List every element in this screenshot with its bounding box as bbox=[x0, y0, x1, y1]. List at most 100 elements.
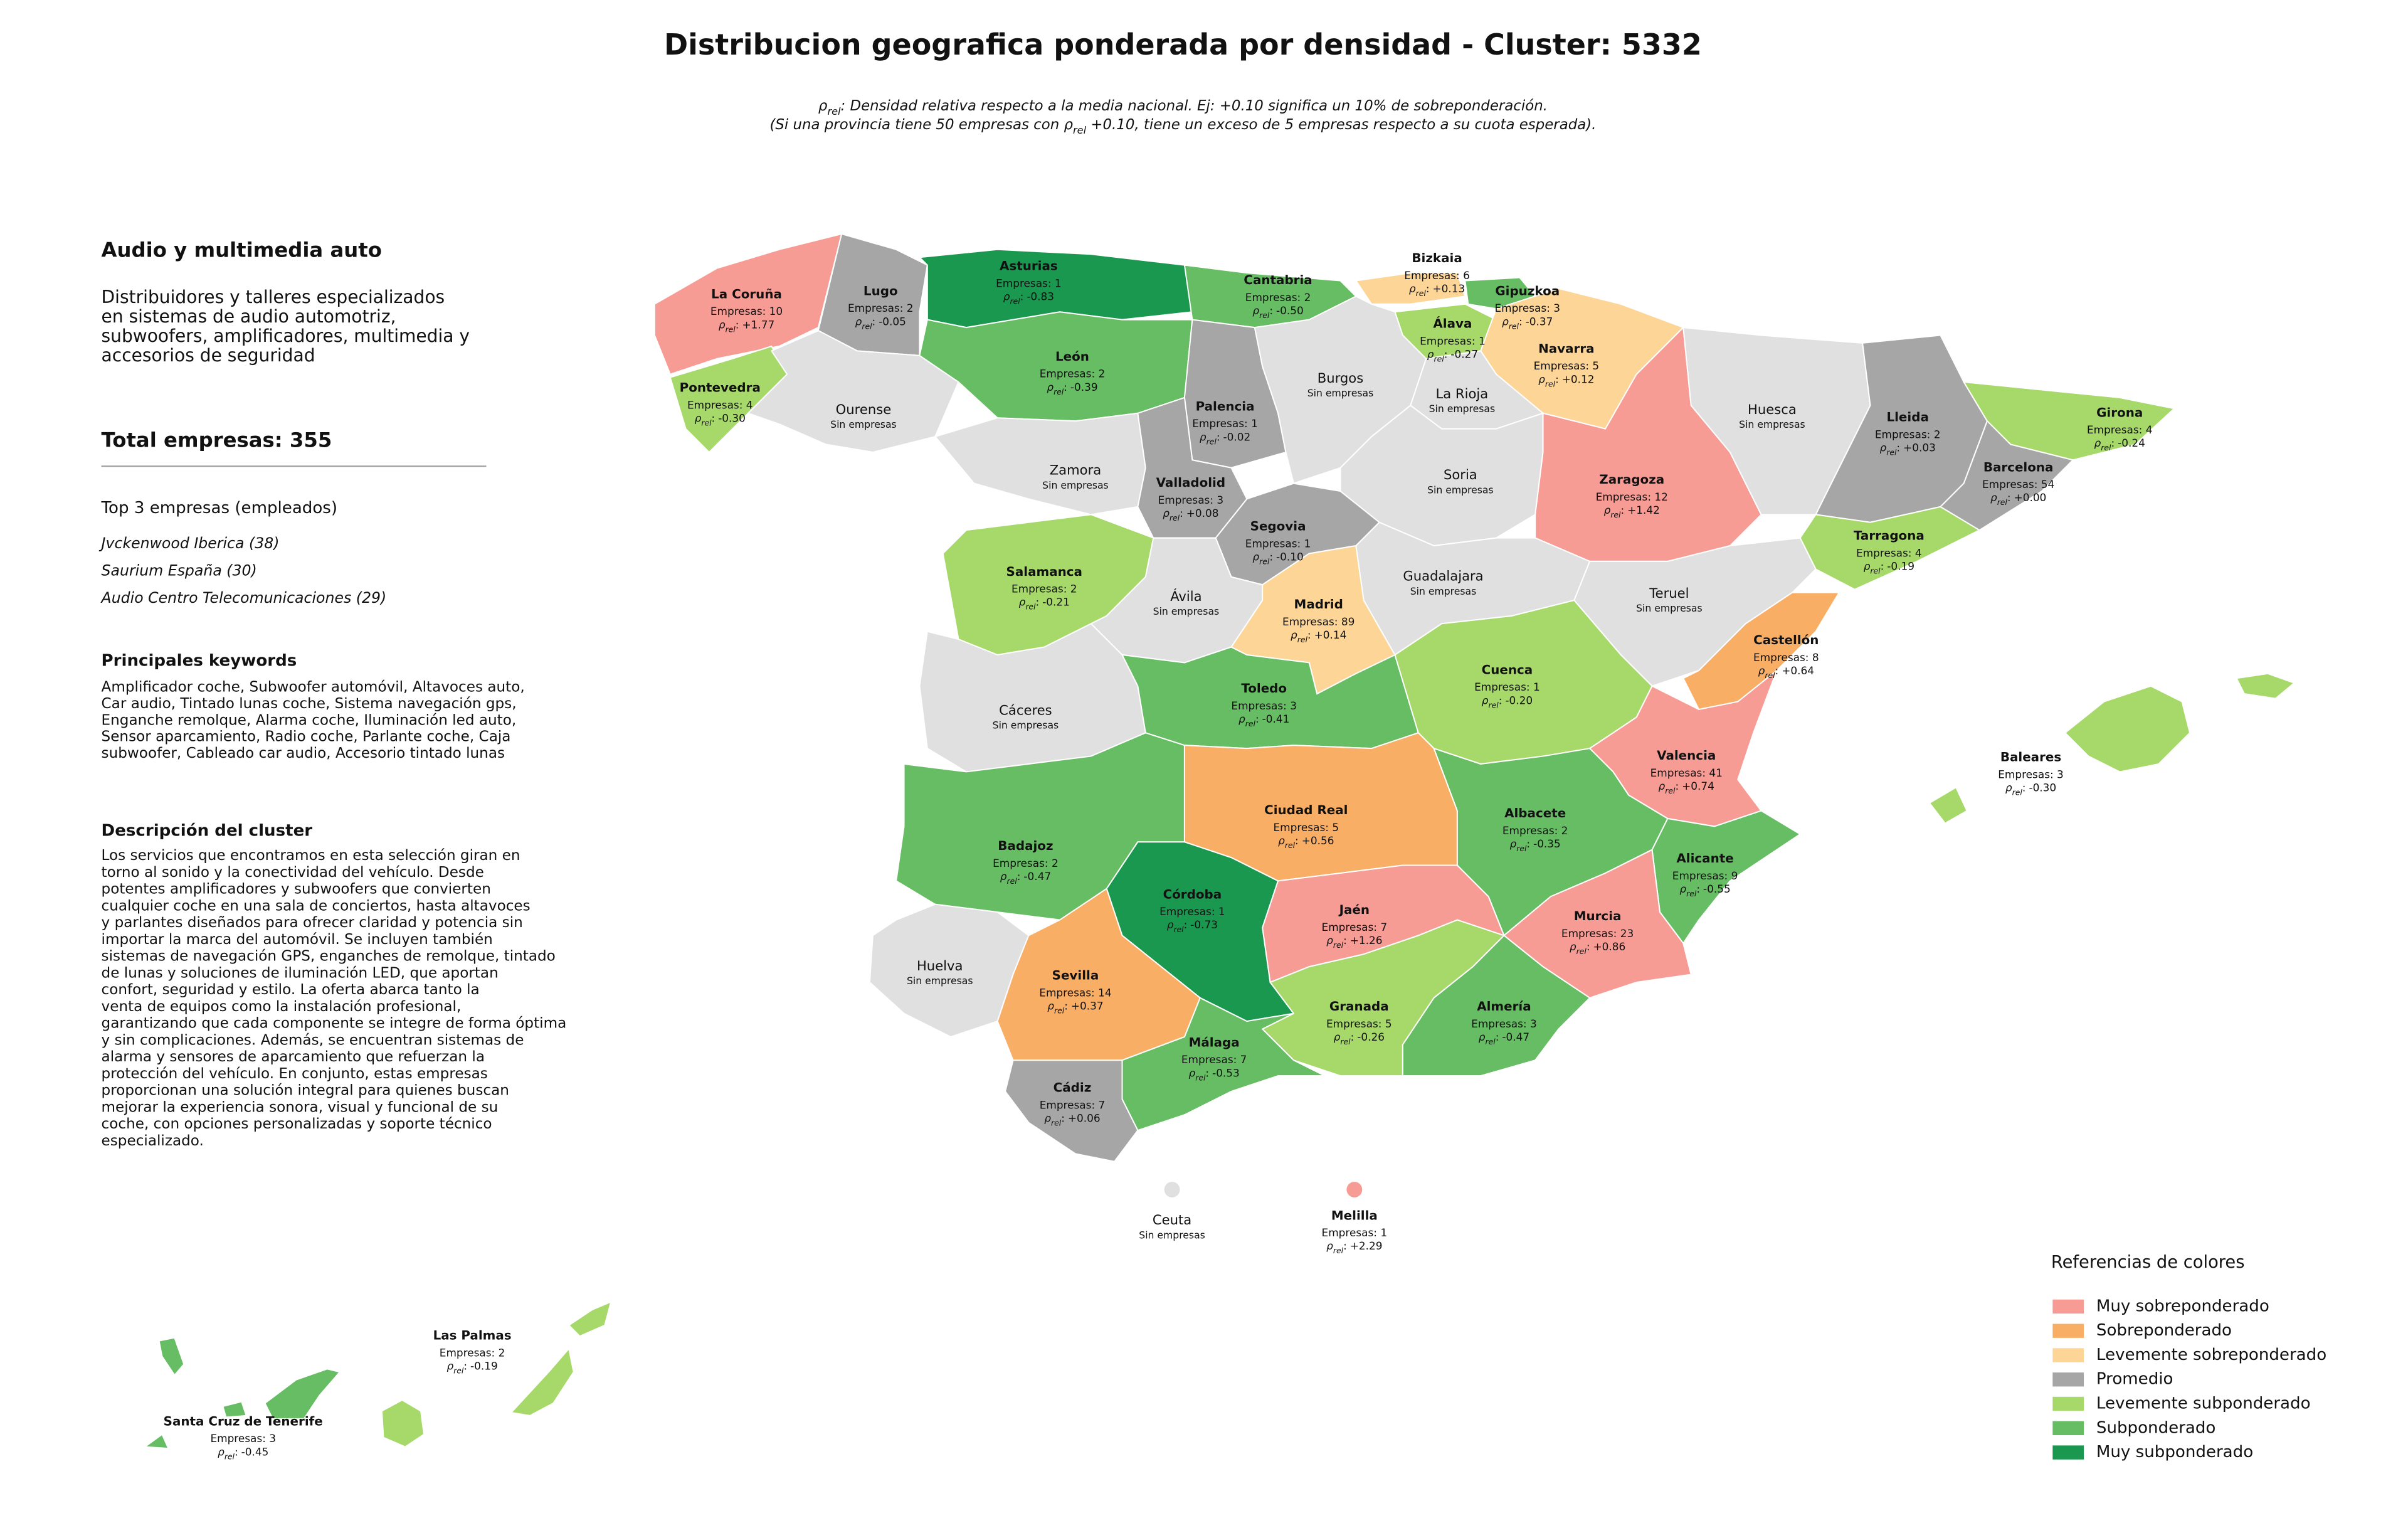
province-companies: Empresas: 41 bbox=[1650, 767, 1723, 779]
cluster-text-line: de lunas y soluciones de iluminación LED… bbox=[102, 965, 499, 981]
province-note: Sin empresas bbox=[993, 719, 1059, 731]
province-name: Sevilla bbox=[1052, 968, 1099, 983]
rho-value: -0.47 bbox=[1023, 870, 1051, 883]
province-rho: ρrel: -0.21 bbox=[1019, 596, 1070, 612]
rho-value: -0.53 bbox=[1212, 1066, 1240, 1079]
province-companies: Empresas: 2 bbox=[1040, 368, 1106, 380]
rho-subscript: rel bbox=[1545, 379, 1556, 388]
subtitle-part: (Si una provincia tiene 50 empresas con … bbox=[769, 116, 1073, 132]
top-company: Saurium España (30) bbox=[102, 562, 257, 580]
rho-subscript: rel bbox=[726, 324, 736, 334]
rho-subscript: rel bbox=[1686, 889, 1697, 898]
province-name: Albacete bbox=[1504, 806, 1566, 820]
province-name: Guadalajara bbox=[1403, 568, 1483, 584]
rho-subscript: rel bbox=[1333, 1246, 1344, 1255]
province-note: Sin empresas bbox=[1139, 1229, 1205, 1241]
rho-subscript: rel bbox=[1195, 1073, 1206, 1082]
rho-subscript: rel bbox=[1297, 635, 1308, 644]
province-companies: Empresas: 54 bbox=[1982, 478, 2054, 491]
cluster-text-line: sistemas de navegación GPS, enganches de… bbox=[102, 948, 556, 965]
rho-value: -0.19 bbox=[470, 1360, 498, 1372]
cluster-text-line: garantizando que cada componente se inte… bbox=[102, 1016, 567, 1032]
rho-value: -0.83 bbox=[1027, 290, 1054, 303]
province-name: Segovia bbox=[1250, 519, 1306, 534]
rho-value: +2.29 bbox=[1350, 1239, 1383, 1252]
province-rho: ρrel: -0.30 bbox=[2005, 782, 2056, 797]
province-shape bbox=[934, 412, 1146, 516]
province-companies: Empresas: 89 bbox=[1282, 615, 1354, 628]
rho-symbol: ρ bbox=[1047, 381, 1054, 393]
province-rho: ρrel: -0.24 bbox=[2094, 437, 2145, 452]
subtitle: (Si una provincia tiene 50 empresas con … bbox=[769, 116, 1596, 136]
cluster-text-line: confort, seguridad y estilo. La oferta a… bbox=[102, 982, 480, 998]
province-name: Baleares bbox=[2000, 750, 2061, 765]
legend-label: Muy subponderado bbox=[2096, 1443, 2253, 1462]
rho-value: -0.05 bbox=[879, 315, 906, 327]
province-rho: ρrel: -0.26 bbox=[1334, 1031, 1385, 1046]
rho-symbol: ρ bbox=[1252, 304, 1259, 317]
province-companies: Empresas: 2 bbox=[1502, 824, 1568, 837]
province-rho: ρrel: -0.45 bbox=[218, 1445, 268, 1461]
rho-value: +1.77 bbox=[742, 318, 774, 331]
rho-symbol: ρ bbox=[1163, 507, 1170, 519]
province-companies: Empresas: 8 bbox=[1753, 651, 1819, 664]
province-rho: ρrel: -0.83 bbox=[1003, 290, 1054, 306]
cluster-text-line: protección del vehículo. En conjunto, es… bbox=[102, 1066, 488, 1082]
province-shape bbox=[1346, 1182, 1363, 1197]
keywords-heading: Principales keywords bbox=[102, 651, 297, 670]
rho-symbol: ρ bbox=[719, 318, 726, 331]
rho-symbol: ρ bbox=[1167, 918, 1174, 931]
province-name: Valencia bbox=[1657, 748, 1716, 763]
rho-colon: : bbox=[2022, 782, 2026, 794]
province-name: Badajoz bbox=[998, 839, 1053, 853]
rho-colon: : bbox=[1064, 381, 1067, 393]
rho-colon: : bbox=[1295, 834, 1299, 847]
province-rho: ρrel: +0.14 bbox=[1291, 629, 1346, 644]
cluster-text-line: y parlantes diseñados para ofrecer clari… bbox=[102, 915, 523, 931]
rho-colon: : bbox=[1896, 442, 1900, 454]
province-name: Castellón bbox=[1753, 633, 1819, 647]
province-shape bbox=[1534, 326, 1762, 562]
rho-symbol: ρ bbox=[1047, 999, 1054, 1012]
rho-subscript: rel bbox=[1207, 437, 1217, 446]
description-line: en sistemas de audio automotriz, bbox=[102, 306, 396, 327]
province-companies: Empresas: 4 bbox=[687, 398, 753, 411]
province-rho: ρrel: -0.19 bbox=[1864, 560, 1914, 576]
rho-symbol: ρ bbox=[1189, 1066, 1196, 1079]
rho-colon: : bbox=[1020, 290, 1024, 303]
province-name: Navarra bbox=[1538, 341, 1594, 356]
legend-swatch bbox=[2052, 1324, 2084, 1338]
province-shape bbox=[2064, 685, 2191, 773]
rho-symbol: ρ bbox=[1427, 348, 1434, 361]
rho-value: -0.73 bbox=[1190, 918, 1218, 931]
province-name: Santa Cruz de Tenerife bbox=[164, 1414, 323, 1428]
rho-colon: : bbox=[1426, 282, 1430, 295]
rho-colon: : bbox=[1307, 629, 1311, 641]
cluster-text-line: proporcionan una solución integral para … bbox=[102, 1083, 509, 1099]
province-name: Las Palmas bbox=[433, 1329, 512, 1343]
top-company: Jvckenwood Iberica (38) bbox=[99, 534, 280, 552]
province-name: Álava bbox=[1433, 317, 1472, 331]
subtitle-subscript: rel bbox=[827, 105, 841, 117]
province-name: Zaragoza bbox=[1599, 472, 1664, 487]
rho-value: +0.86 bbox=[1593, 940, 1625, 953]
rho-colon: : bbox=[1217, 430, 1220, 443]
rho-colon: : bbox=[1526, 837, 1530, 850]
rho-symbol: ρ bbox=[1334, 1031, 1341, 1043]
province-shape bbox=[2236, 672, 2296, 699]
rho-colon: : bbox=[1269, 551, 1273, 563]
rho-symbol: ρ bbox=[1291, 629, 1297, 641]
province-companies: Empresas: 14 bbox=[1039, 986, 1111, 999]
province-name: Valladolid bbox=[1156, 475, 1225, 490]
province-companies: Empresas: 3 bbox=[1494, 302, 1560, 314]
legend-label: Sobreponderado bbox=[2096, 1321, 2232, 1340]
province-name: Almería bbox=[1477, 999, 1531, 1014]
province-name: Bizkaia bbox=[1412, 251, 1462, 265]
province-rho: ρrel: +0.06 bbox=[1044, 1112, 1100, 1127]
rho-value: +0.08 bbox=[1186, 507, 1219, 519]
rho-subscript: rel bbox=[1509, 321, 1519, 331]
rho-colon: : bbox=[1036, 596, 1040, 608]
province-note: Sin empresas bbox=[907, 975, 973, 987]
province-companies: Empresas: 23 bbox=[1561, 927, 1634, 940]
